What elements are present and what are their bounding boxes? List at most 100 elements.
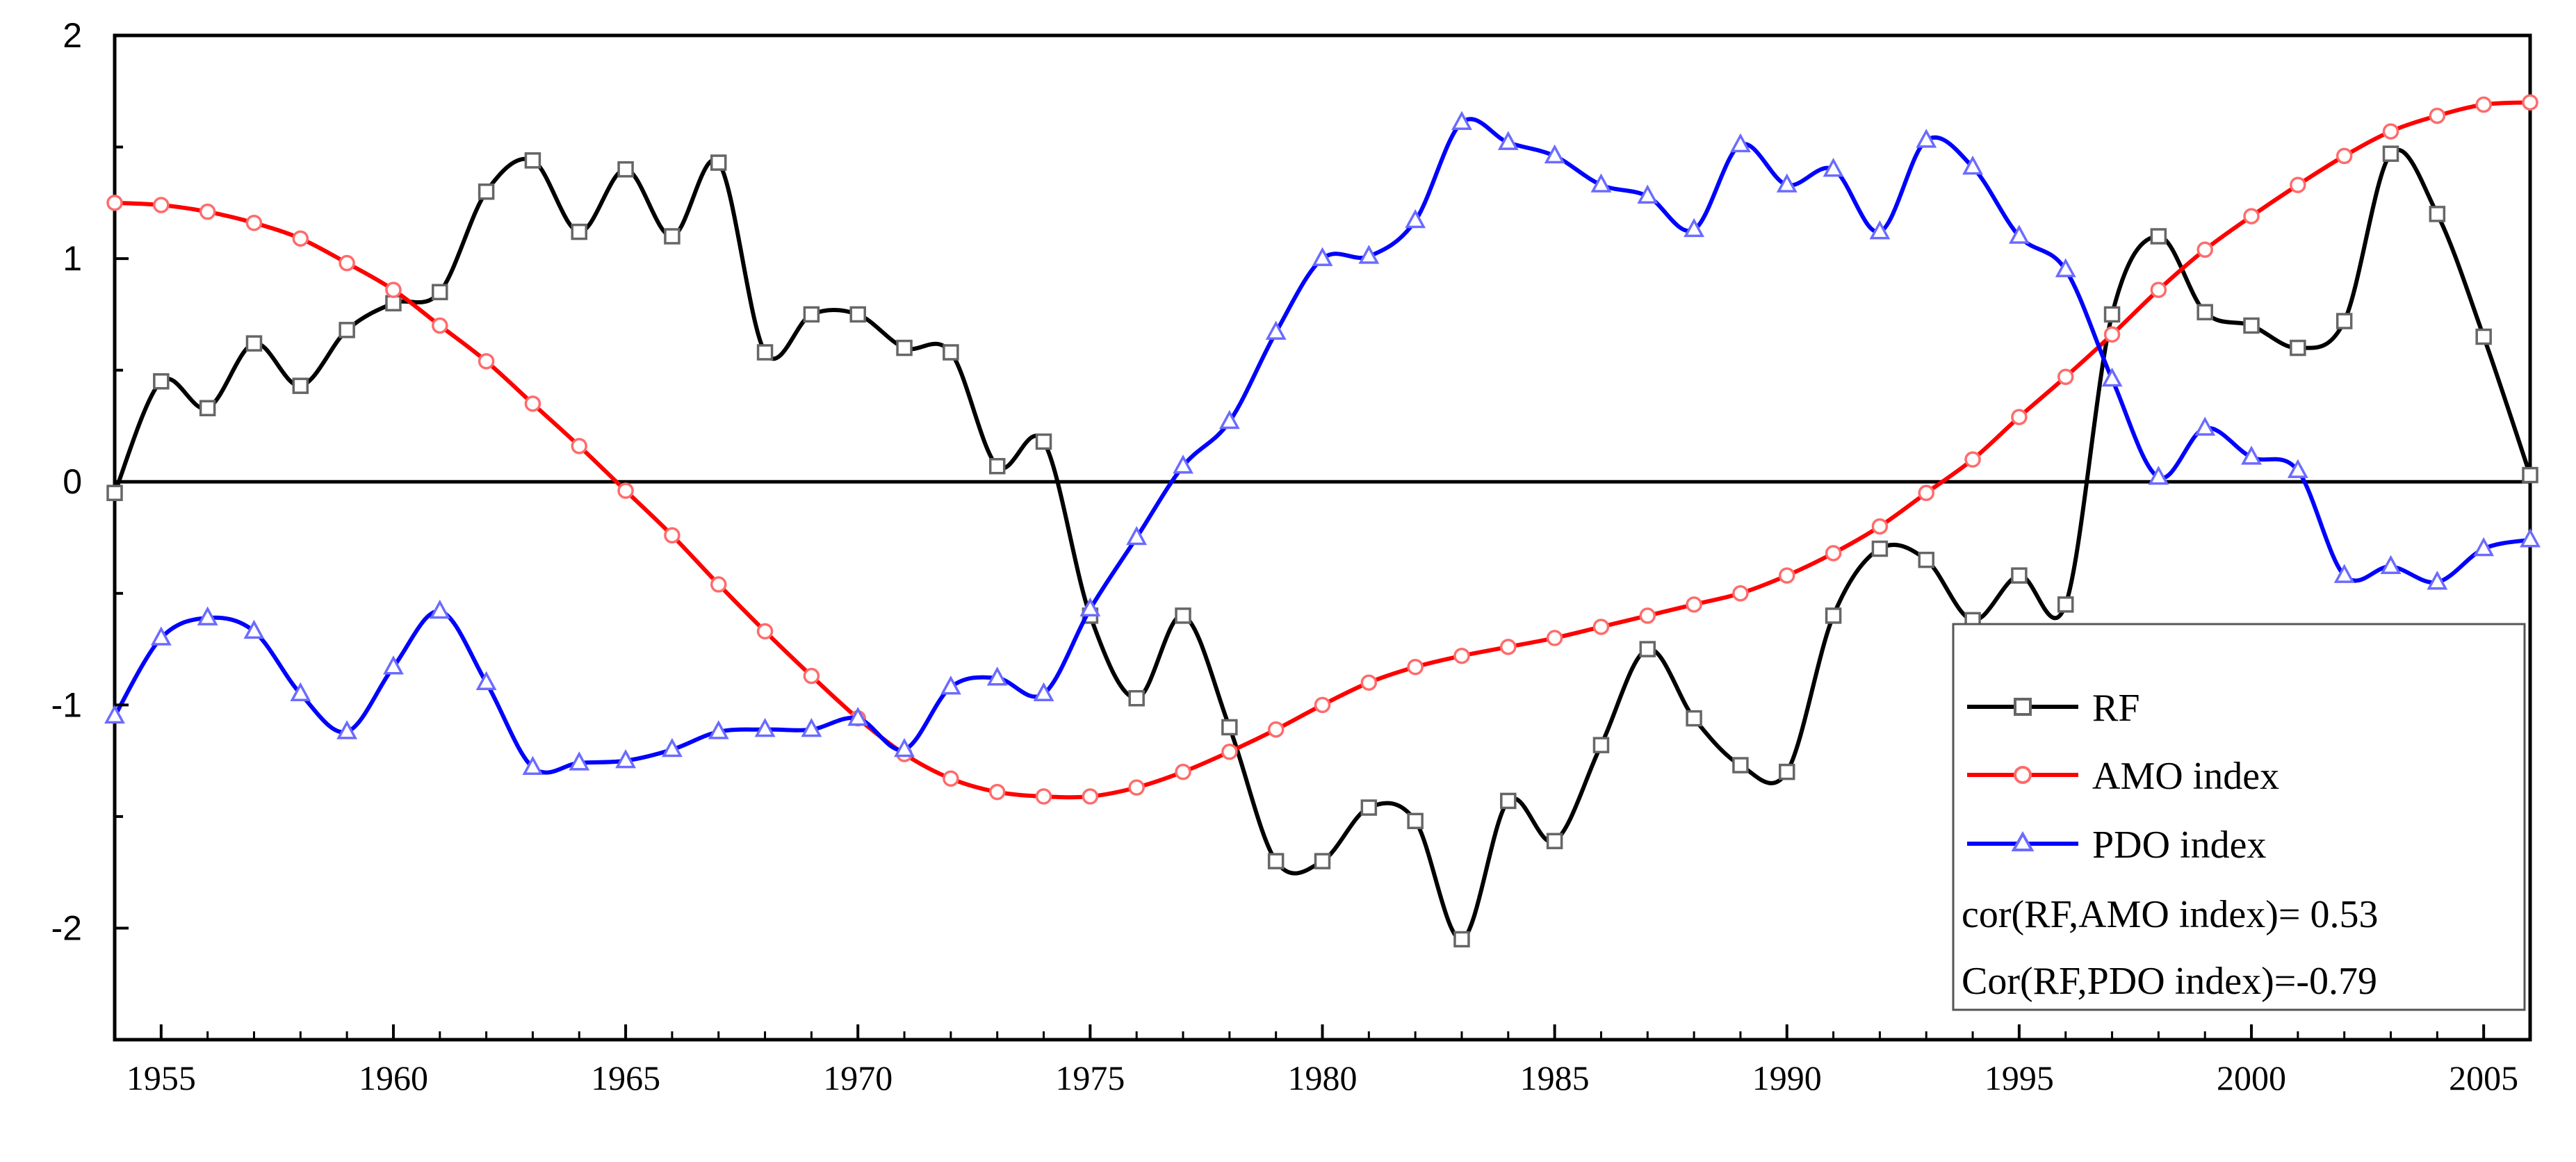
data-point-amo-index [1314, 696, 1331, 714]
data-point-rf [1221, 719, 1238, 736]
data-point-rf [1546, 833, 1563, 849]
data-point-rf [1314, 853, 1331, 869]
data-point-amo-index [988, 783, 1006, 801]
data-point-rf [1732, 757, 1749, 774]
data-point-pdo-index [1358, 245, 1380, 264]
data-point-pdo-index [2333, 564, 2355, 583]
data-point-amo-index [2290, 177, 2306, 193]
data-point-pdo-index [2101, 367, 2123, 387]
legend: RF AMO index PDO index cor(RF,AMO index)… [1952, 623, 2526, 1011]
data-point-pdo-index [1079, 597, 1101, 617]
legend-annotation-amo-correlation: cor(RF,AMO index)= 0.53 [1962, 893, 2378, 936]
data-point-pdo-index [1544, 144, 1565, 164]
data-point-pdo-index [1916, 129, 1937, 148]
data-point-pdo-index [1684, 218, 1705, 238]
x-tick-label: 1975 [1055, 1058, 1125, 1097]
data-point-pdo-index [2148, 466, 2169, 485]
y-tick-label: 2 [63, 16, 82, 55]
x-tick-label: 1955 [127, 1058, 196, 1097]
data-point-rf [1453, 931, 1470, 948]
data-point-amo-index [1546, 630, 1563, 646]
data-point-rf [1035, 433, 1052, 450]
y-tick-label: 1 [63, 239, 82, 278]
data-point-rf [756, 344, 774, 361]
data-point-rf [524, 152, 541, 169]
legend-marker-amo [2014, 766, 2032, 784]
data-point-rf [1779, 763, 1795, 780]
data-point-amo-index [1825, 545, 1842, 562]
y-tick-label: -1 [51, 685, 82, 724]
data-point-rf [1175, 607, 1191, 624]
y-tick-label: -2 [51, 908, 82, 947]
data-point-amo-index [1686, 596, 1702, 613]
data-point-pdo-index [1265, 320, 1287, 340]
x-tick-label: 2005 [2449, 1058, 2518, 1097]
legend-entry-amo: AMO index [1967, 755, 2279, 798]
series-pdo-index [104, 111, 2541, 775]
data-point-rf [1918, 551, 1934, 568]
data-point-pdo-index [429, 599, 450, 619]
data-point-amo-index [1128, 779, 1145, 796]
data-point-rf [432, 284, 448, 301]
data-point-amo-index [2150, 281, 2167, 298]
data-point-pdo-index [243, 619, 265, 639]
data-point-pdo-index [2287, 459, 2308, 478]
data-point-pdo-index [1173, 455, 1193, 474]
data-point-amo-index [1082, 788, 1099, 805]
data-point-pdo-index [1126, 525, 1148, 546]
data-point-pdo-index [290, 682, 311, 702]
x-tick-label: 1980 [1288, 1058, 1358, 1097]
data-point-pdo-index [801, 718, 822, 737]
data-point-rf [385, 295, 402, 312]
data-point-pdo-index [2055, 258, 2076, 277]
series-line-pdo-index [113, 117, 2531, 775]
data-point-rf [1407, 812, 1424, 830]
data-point-pdo-index [1776, 173, 1798, 193]
data-point-amo-index [339, 254, 355, 272]
data-point-amo-index [1964, 451, 1981, 468]
data-point-pdo-index [1497, 131, 1519, 150]
data-point-pdo-index [383, 655, 404, 675]
data-point-amo-index [2196, 241, 2213, 259]
data-point-pdo-index [2241, 445, 2262, 465]
data-point-pdo-index [1451, 111, 1472, 130]
legend-marker-pdo [2011, 830, 2035, 851]
data-point-amo-index [2103, 326, 2121, 343]
data-point-pdo-index [1033, 682, 1054, 702]
data-point-amo-index [2011, 409, 2028, 425]
data-point-amo-index [153, 197, 170, 213]
data-point-amo-index [106, 195, 123, 211]
series-line-rf [113, 147, 2532, 942]
data-point-rf [2196, 304, 2213, 320]
data-point-pdo-index [940, 675, 961, 695]
data-point-pdo-index [475, 671, 497, 690]
data-point-pdo-index [197, 606, 218, 625]
data-point-amo-index [1267, 721, 1285, 738]
data-point-pdo-index [615, 748, 637, 769]
data-point-rf [1267, 853, 1285, 869]
data-point-rf [2290, 339, 2306, 357]
data-point-pdo-index [894, 737, 915, 758]
data-point-amo-index [199, 203, 216, 220]
data-point-amo-index [478, 353, 495, 370]
data-point-amo-index [571, 438, 588, 455]
data-point-amo-index [617, 482, 634, 499]
data-point-rf [571, 223, 588, 240]
data-point-rf [2243, 317, 2260, 334]
data-point-pdo-index [2427, 571, 2448, 590]
data-point-rf [1360, 799, 1378, 816]
data-point-pdo-index [104, 704, 125, 724]
data-point-amo-index [432, 317, 448, 334]
data-point-pdo-index [1729, 133, 1751, 153]
data-point-rf [2475, 328, 2492, 345]
data-point-rf [292, 377, 309, 394]
data-point-amo-index [943, 770, 959, 787]
data-point-amo-index [1500, 639, 1517, 655]
data-point-pdo-index [2520, 528, 2541, 548]
data-point-rf [2103, 306, 2121, 323]
data-point-amo-index [524, 395, 541, 412]
data-point-amo-index [1407, 658, 1424, 676]
data-point-rf [664, 228, 680, 245]
data-point-amo-index [1221, 744, 1238, 760]
data-point-pdo-index [2194, 416, 2216, 436]
